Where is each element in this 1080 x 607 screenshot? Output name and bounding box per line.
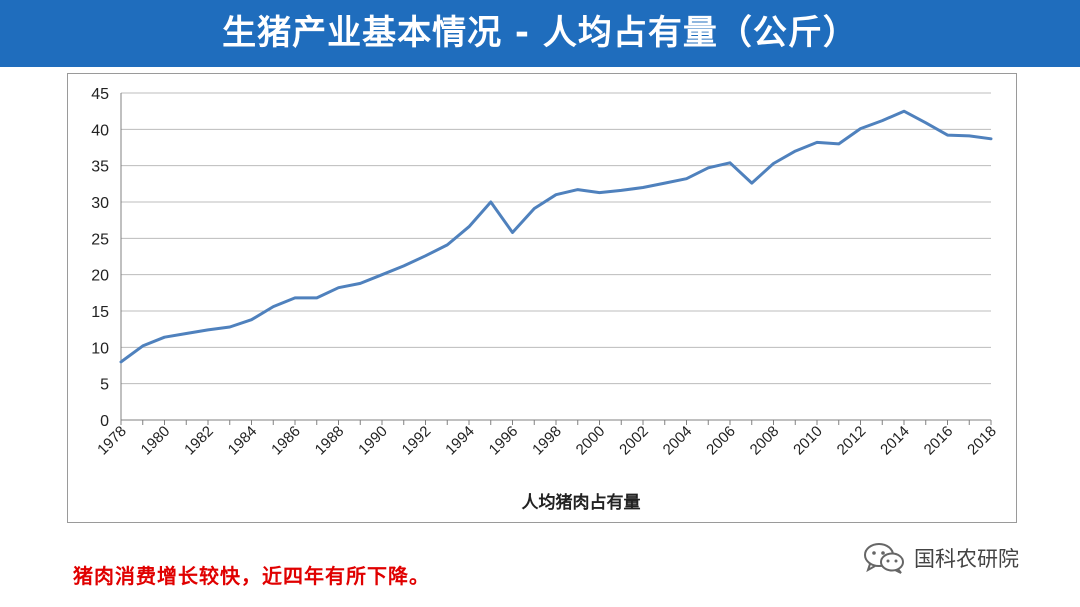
y-tick-label: 20 xyxy=(91,268,109,285)
x-tick-label: 1998 xyxy=(529,423,565,459)
x-tick-label: 2010 xyxy=(790,423,826,459)
x-tick-label: 2014 xyxy=(877,423,913,459)
y-tick-label: 35 xyxy=(91,159,109,176)
x-tick-label: 1982 xyxy=(181,423,217,459)
x-tick-label: 2016 xyxy=(921,423,957,459)
x-tick-label: 1990 xyxy=(355,423,391,459)
x-tick-label: 1994 xyxy=(442,423,478,459)
x-tick-label: 2018 xyxy=(964,423,1000,459)
footer-note: 猪肉消费增长较快，近四年有所下降。 xyxy=(73,564,430,588)
y-tick-label: 10 xyxy=(91,340,109,357)
x-tick-label: 2004 xyxy=(660,423,696,459)
x-tick-label: 1996 xyxy=(486,423,522,459)
y-tick-label: 30 xyxy=(91,195,109,212)
x-tick-label: 2006 xyxy=(703,423,739,459)
x-axis-title: 人均猪肉占有量 xyxy=(522,492,641,513)
x-tick-label: 1980 xyxy=(138,423,174,459)
x-tick-label: 2002 xyxy=(616,423,652,459)
x-tick-label: 1984 xyxy=(225,423,261,459)
y-tick-label: 45 xyxy=(91,86,109,103)
watermark: 国科农研院 xyxy=(862,540,1019,576)
x-tick-label: 2000 xyxy=(573,423,609,459)
watermark-label: 国科农研院 xyxy=(914,547,1019,571)
x-tick-label: 1986 xyxy=(268,423,304,459)
x-tick-label: 1992 xyxy=(399,423,435,459)
y-tick-label: 15 xyxy=(91,304,109,321)
x-tick-label: 2008 xyxy=(747,423,783,459)
y-tick-label: 5 xyxy=(100,377,109,394)
title-banner: 生猪产业基本情况 - 人均占有量（公斤） xyxy=(0,0,1080,67)
wechat-icon xyxy=(864,543,904,574)
y-tick-label: 25 xyxy=(91,231,109,248)
y-tick-label: 0 xyxy=(100,413,109,430)
page-title: 生猪产业基本情况 - 人均占有量（公斤） xyxy=(222,13,858,53)
x-tick-label: 1988 xyxy=(312,423,348,459)
x-tick-label: 2012 xyxy=(834,423,870,459)
y-tick-label: 40 xyxy=(91,122,109,139)
series-line xyxy=(119,109,993,364)
chart-frame: 0 5 10 15 20 25 30 35 40 45 1978 1980 1982 1984 1986 19… xyxy=(67,73,1017,523)
